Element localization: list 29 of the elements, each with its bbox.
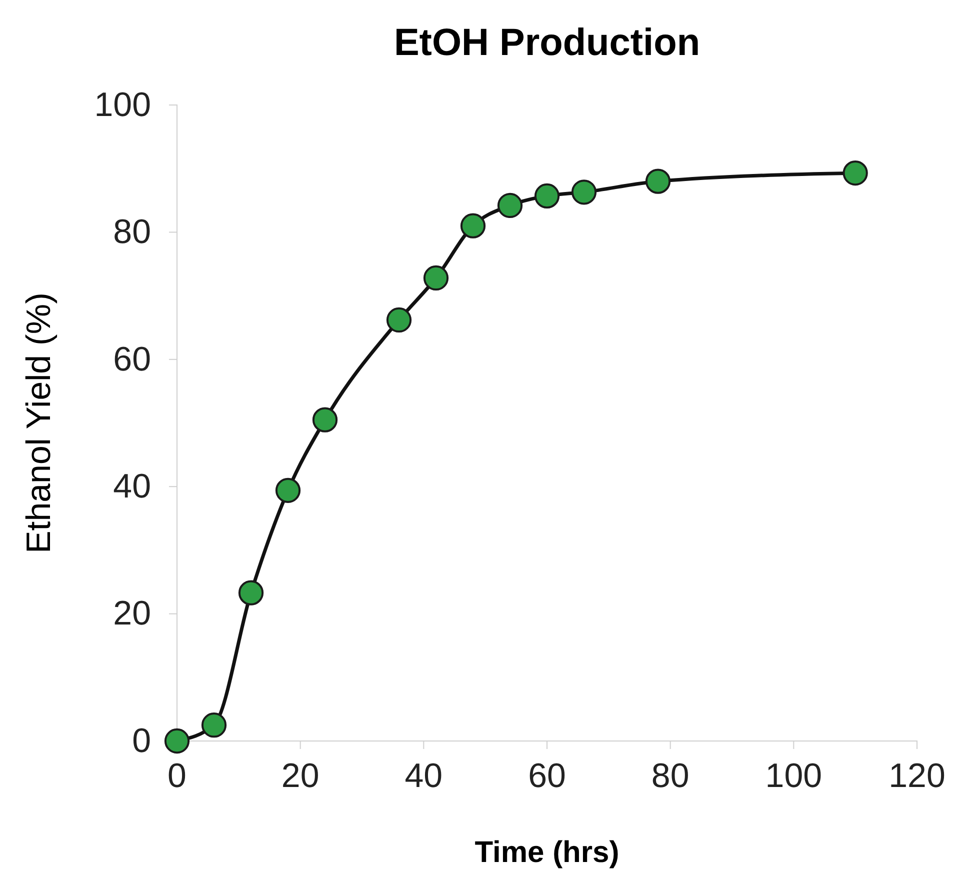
x-tick-label: 20 [281,757,320,796]
point [423,265,449,291]
point [164,728,190,754]
x-tick-label: 80 [651,757,690,796]
point [534,183,560,208]
y-tick-label: 40 [113,467,151,506]
y-tick-label: 0 [132,722,151,760]
point [645,168,671,194]
point [238,580,264,606]
x-axis-title: Time (hrs) [474,836,620,869]
point [571,180,597,205]
point [497,192,523,218]
x-tick-label: 60 [528,757,566,796]
point [386,307,412,333]
y-axis-title: Ethanol Yield (%) [20,292,58,554]
chart-title: EtOH Production [394,22,700,64]
point [842,160,868,186]
y-tick-label: 80 [113,213,151,252]
x-tick-label: 0 [168,757,186,796]
point [312,407,338,432]
point [275,478,301,503]
point [201,712,227,738]
y-tick-label: 20 [113,594,151,633]
x-tick-label: 100 [765,757,822,796]
y-tick-label: 60 [113,340,151,378]
x-tick-label: 120 [888,757,946,796]
y-tick-label: 100 [94,86,151,124]
point [460,213,486,238]
x-tick-label: 40 [404,757,443,796]
